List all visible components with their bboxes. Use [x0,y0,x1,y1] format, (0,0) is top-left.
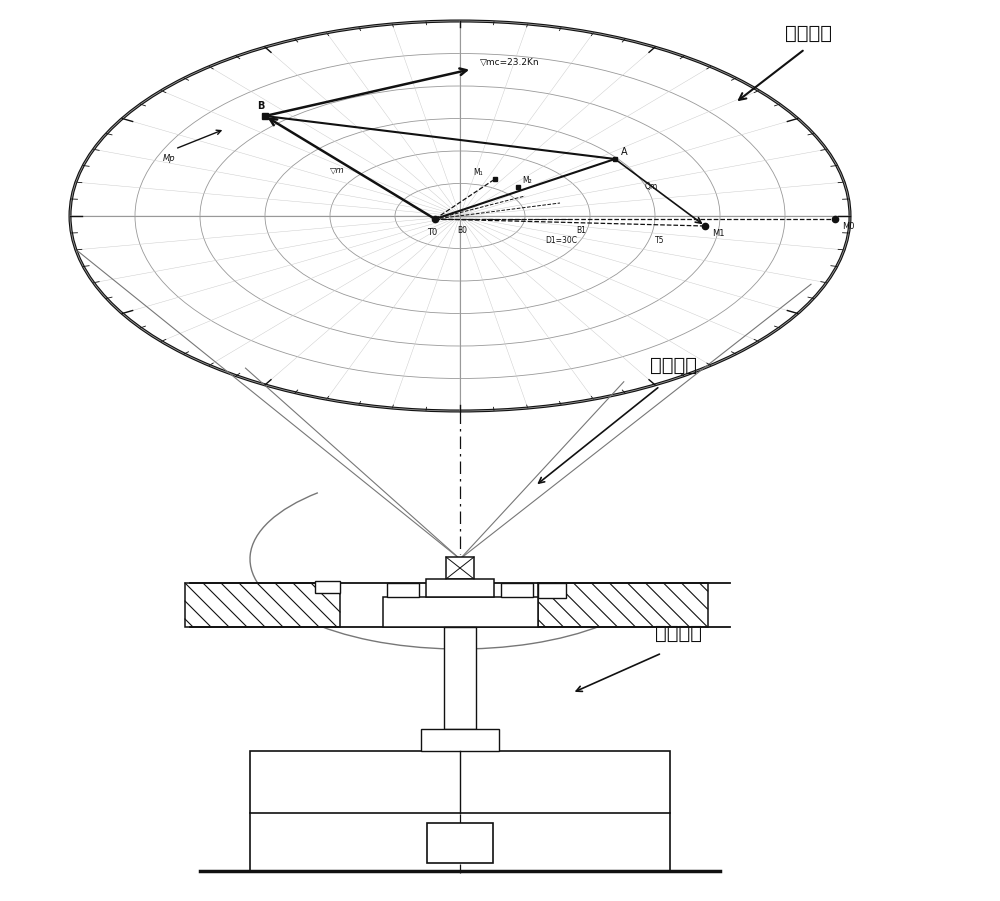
Bar [446,557,474,579]
Bar [315,581,340,593]
Text: M₂: M₂ [522,176,532,185]
Text: B: B [257,101,264,111]
Bar [387,583,419,597]
Bar [250,751,670,813]
Bar [444,627,476,729]
Bar [538,583,708,627]
Bar [421,729,499,751]
Text: M0: M0 [842,222,854,231]
Text: ▽m: ▽m [330,166,345,175]
Text: B1: B1 [576,226,586,235]
Text: 投影范围: 投影范围 [785,24,832,43]
Text: Mp: Mp [163,154,176,163]
Bar [185,583,340,627]
Bar [426,579,494,597]
Text: T0: T0 [427,228,437,237]
Bar [427,823,492,863]
Bar [382,597,538,627]
Bar [501,583,532,597]
Text: 投影装置: 投影装置 [650,356,697,375]
Text: B0: B0 [457,226,467,235]
Text: D1=30C: D1=30C [545,236,577,245]
Text: 机械导轨: 机械导轨 [655,624,702,643]
Text: Qm: Qm [645,182,658,191]
Text: T5: T5 [655,236,664,245]
Bar [538,583,566,598]
Text: ▽mc=23.2Kn: ▽mc=23.2Kn [480,58,540,67]
Text: M1: M1 [712,229,724,238]
Text: M₁: M₁ [473,168,483,177]
Text: A: A [621,147,628,157]
Ellipse shape [70,21,850,411]
